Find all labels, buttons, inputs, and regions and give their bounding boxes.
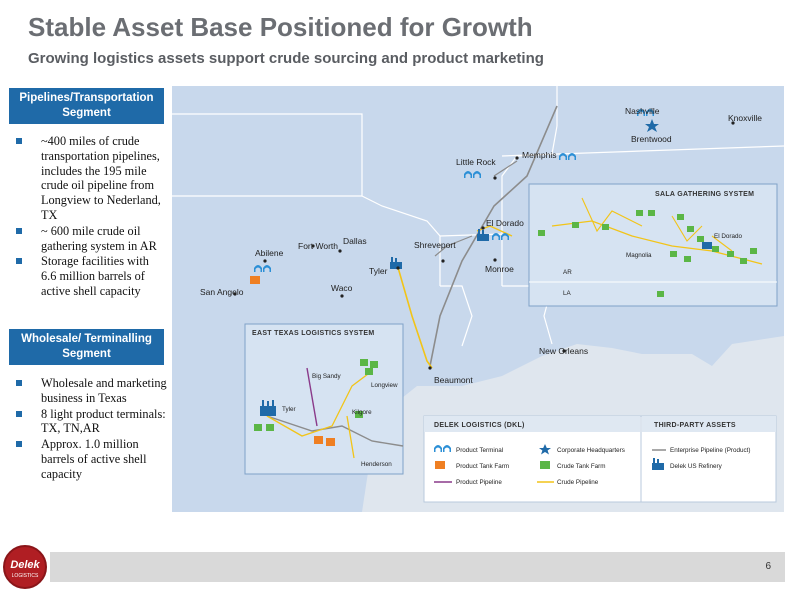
- svg-text:Kilgore: Kilgore: [352, 409, 372, 416]
- bullet-square-icon: [16, 258, 22, 265]
- svg-text:Longview: Longview: [371, 382, 398, 389]
- refinery-icon: [390, 229, 489, 269]
- delek-logo: Delek LOGISTICS: [3, 545, 47, 589]
- svg-text:Product Terminal: Product Terminal: [456, 447, 503, 454]
- bullet-square-icon: [16, 441, 22, 448]
- crude-pipeline: [396, 263, 433, 369]
- list-item: ~400 miles of crude transportation pipel…: [9, 134, 167, 223]
- list-item: Wholesale and marketing business in Texa…: [9, 376, 167, 406]
- city-label: New Orleans: [539, 346, 588, 356]
- product-tank-farm-icon: [435, 461, 445, 469]
- city-label: Abilene: [255, 248, 284, 258]
- bullet-square-icon: [16, 227, 22, 234]
- product-terminal-icon: [254, 109, 654, 272]
- legend-third-party-title: THIRD-PARTY ASSETS: [654, 422, 736, 429]
- asset-map: Nashville Brentwood Knoxville Little Roc…: [172, 86, 784, 512]
- map-legend: DELEK LOGISTICS (DKL) THIRD-PARTY ASSETS…: [423, 415, 777, 503]
- corporate-hq-star-icon: [539, 444, 551, 455]
- city-label: Brentwood: [631, 134, 672, 144]
- bullet-square-icon: [16, 380, 22, 386]
- svg-text:Big Sandy: Big Sandy: [312, 373, 342, 380]
- product-pipeline: [434, 235, 473, 257]
- svg-text:LA: LA: [563, 290, 572, 297]
- city-label: El Dorado: [486, 218, 524, 228]
- page-title: Stable Asset Base Positioned for Growth: [28, 12, 533, 42]
- svg-text:Tyler: Tyler: [282, 406, 296, 413]
- svg-text:Corporate Headquarters: Corporate Headquarters: [557, 447, 625, 454]
- city-label: Beaumont: [434, 375, 473, 385]
- city-label: Knoxville: [728, 113, 762, 123]
- svg-text:Product Tank Farm: Product Tank Farm: [456, 463, 509, 470]
- bullet-square-icon: [16, 138, 22, 144]
- product-tank-farm-icon: [250, 276, 260, 284]
- svg-text:Crude Pipeline: Crude Pipeline: [557, 479, 599, 486]
- crude-pipeline-2: [476, 225, 513, 237]
- page-subtitle: Growing logistics assets support crude s…: [28, 50, 544, 67]
- footer-bar: 6: [50, 552, 785, 582]
- page-number: 6: [765, 561, 771, 572]
- legend-dkl-title: DELEK LOGISTICS (DKL): [434, 422, 525, 429]
- list-item: Storage facilities with 6.6 million barr…: [9, 254, 167, 298]
- wholesale-bullet-list: Wholesale and marketing business in Texa…: [9, 376, 167, 483]
- city-label: Waco: [331, 283, 353, 293]
- wholesale-segment-header: Wholesale/ Terminalling Segment: [9, 329, 164, 365]
- svg-text:Enterprise Pipeline (Product): Enterprise Pipeline (Product): [670, 447, 751, 454]
- list-item: Approx. 1.0 million barrels of active sh…: [9, 437, 167, 481]
- city-label: Monroe: [485, 264, 514, 274]
- svg-text:El Dorado: El Dorado: [714, 233, 742, 240]
- city-label: Dallas: [343, 236, 367, 246]
- crude-tank-farm-icon: [540, 461, 550, 469]
- sala-title: SALA GATHERING SYSTEM: [655, 191, 754, 198]
- city-label: Shreveport: [414, 240, 456, 250]
- pipelines-bullet-list: ~400 miles of crude transportation pipel…: [9, 134, 167, 300]
- svg-text:Crude Tank Farm: Crude Tank Farm: [557, 463, 606, 470]
- bullet-square-icon: [16, 410, 22, 417]
- svg-text:Delek US Refinery: Delek US Refinery: [670, 463, 723, 470]
- corporate-hq-star-icon: [645, 119, 659, 132]
- city-label: Fort Worth: [298, 241, 338, 251]
- city-label: Little Rock: [456, 157, 496, 167]
- svg-text:AR: AR: [563, 269, 572, 276]
- east-texas-title: EAST TEXAS LOGISTICS SYSTEM: [252, 330, 374, 337]
- sala-inset: SALA GATHERING SYSTEM El Dorado Magnolia…: [528, 183, 778, 307]
- east-texas-inset: EAST TEXAS LOGISTICS SYSTEM Big Sandy Lo…: [244, 323, 404, 475]
- refinery-icon: [652, 458, 664, 470]
- svg-text:Magnolia: Magnolia: [626, 252, 652, 259]
- svg-text:Henderson: Henderson: [361, 461, 392, 468]
- city-label: Tyler: [369, 266, 388, 276]
- list-item: ~ 600 mile crude oil gathering system in…: [9, 224, 167, 254]
- pipelines-segment-header: Pipelines/Transportation Segment: [9, 88, 164, 124]
- product-terminal-icon: [434, 445, 451, 452]
- city-label: San Angelo: [200, 287, 244, 297]
- enterprise-pipeline-branch: [493, 160, 518, 177]
- city-label: Memphis: [522, 150, 556, 160]
- svg-text:Product Pipeline: Product Pipeline: [456, 479, 502, 486]
- city-label: Nashville: [625, 106, 660, 116]
- list-item: 8 light product terminals: TX, TN,AR: [9, 407, 167, 437]
